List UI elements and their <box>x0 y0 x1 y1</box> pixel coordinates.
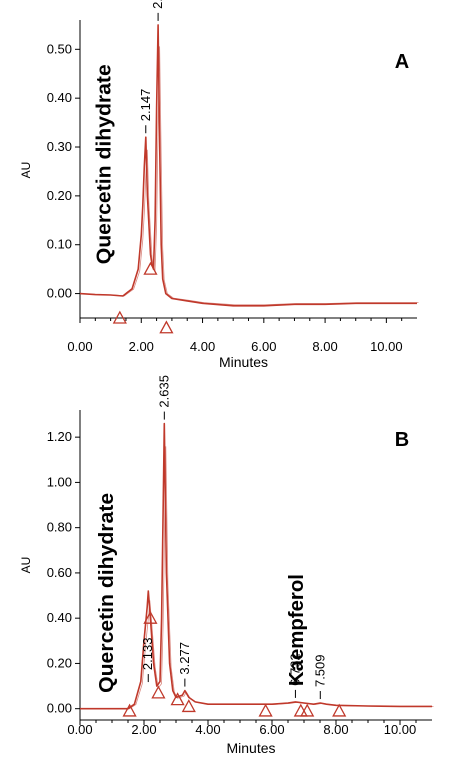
x-tick-label: 8.00 <box>312 339 337 354</box>
y-axis-label: AU <box>19 557 33 574</box>
baseline-marker <box>159 320 174 334</box>
chromatogram-trace <box>80 422 432 710</box>
baseline-marker <box>300 703 315 717</box>
baseline-marker <box>181 699 196 713</box>
x-tick-label: 4.00 <box>190 339 215 354</box>
y-tick-label: 0.10 <box>47 237 72 252</box>
peak-label: 6.732 <box>287 653 302 686</box>
y-tick-label: 0.40 <box>47 90 72 105</box>
y-tick-label: 0.80 <box>47 520 72 535</box>
x-axis-label: Minutes <box>219 354 268 370</box>
peak-label: 2.635 <box>156 375 171 408</box>
x-tick-label: 4.00 <box>195 722 220 737</box>
y-tick-label: 0.40 <box>47 610 72 625</box>
y-tick-label: 0.20 <box>47 655 72 670</box>
peak-label: 2.133 <box>140 638 155 671</box>
x-tick-label: 6.00 <box>259 722 284 737</box>
x-tick-label: 10.00 <box>370 339 403 354</box>
baseline-marker <box>122 703 137 717</box>
peak-label: 3.277 <box>177 642 192 675</box>
x-tick-label: 2.00 <box>129 339 154 354</box>
y-tick-label: 1.20 <box>47 429 72 444</box>
y-tick-label: 1.00 <box>47 474 72 489</box>
peak-label: 7.509 <box>312 654 327 687</box>
y-tick-label: 0.60 <box>47 565 72 580</box>
compound-annotation: Quercetin dihydrate <box>96 493 118 693</box>
chart-panel-b: 0.00 2.00 4.00 6.00 8.00 10.00 0.00 0.20 0.40 0.6… <box>19 375 434 756</box>
chart-panel-a: 0.00 2.00 4.00 6.00 8.00 10.00 0.00 0.10 0.20 0.3… <box>19 0 419 370</box>
chromatogram-trace <box>79 24 417 307</box>
baseline-marker <box>170 692 185 706</box>
baseline-marker <box>143 610 158 624</box>
y-tick-label: 0.30 <box>47 139 72 154</box>
y-tick-label: 0.20 <box>47 188 72 203</box>
baseline-marker <box>151 685 166 699</box>
compound-annotation: Quercetin dihydrate <box>94 64 116 264</box>
y-tick-label: 0.00 <box>47 701 72 716</box>
baseline-marker <box>143 261 158 275</box>
baseline-marker <box>258 703 273 717</box>
compound-annotation: Kaempferol <box>286 574 308 686</box>
peak-label: 2.147 <box>138 89 153 122</box>
baseline-marker <box>293 703 308 717</box>
y-tick-label: 0.50 <box>47 41 72 56</box>
x-tick-label: 8.00 <box>323 722 348 737</box>
x-axis-label: Minutes <box>226 740 275 756</box>
chromatogram-trace-echo <box>81 46 419 306</box>
baseline-marker <box>112 310 127 324</box>
peak-label: 2.549 <box>150 0 165 9</box>
x-tick-label: 6.00 <box>251 339 276 354</box>
x-tick-label: 2.00 <box>131 722 156 737</box>
y-axis-label: AU <box>19 162 33 179</box>
panel-label: B <box>395 429 409 451</box>
panel-label: A <box>395 51 409 73</box>
baseline-marker <box>332 703 347 717</box>
x-tick-label: 0.00 <box>67 722 92 737</box>
x-tick-label: 0.00 <box>67 339 92 354</box>
y-tick-label: 0.00 <box>47 286 72 301</box>
chromatogram-trace-echo <box>81 446 434 710</box>
x-tick-label: 10.00 <box>384 722 417 737</box>
